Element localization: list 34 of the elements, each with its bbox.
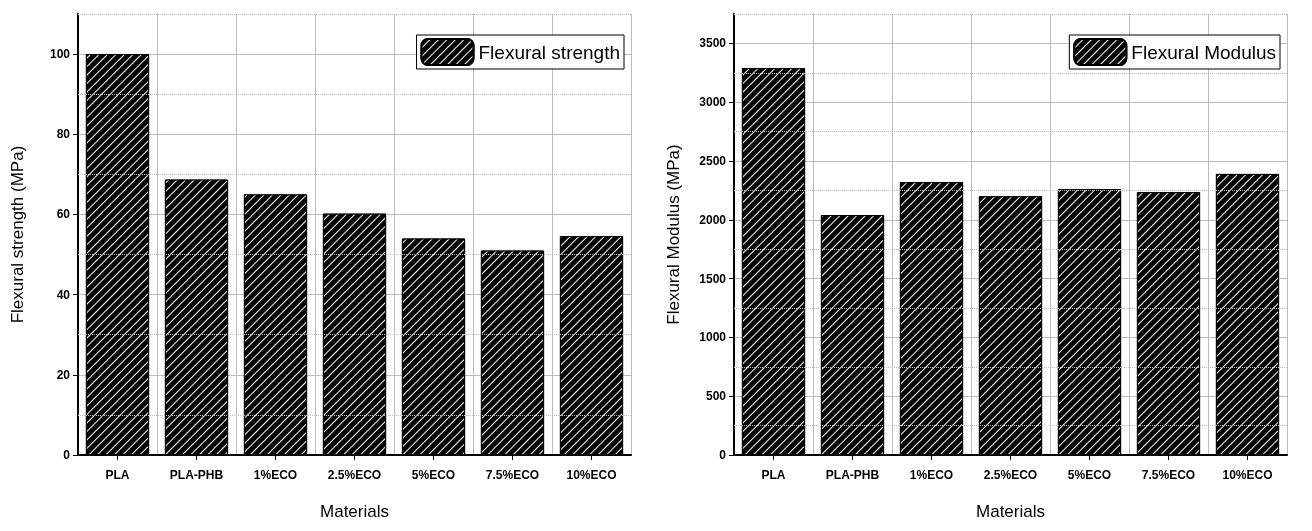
y-tick-label: 3000 xyxy=(699,95,727,110)
y-tick-label: 1500 xyxy=(699,271,727,286)
x-tick-label: 7.5%ECO xyxy=(485,468,540,482)
x-tick-label: PLA-PHB xyxy=(825,468,880,482)
y-tick-label: 500 xyxy=(705,389,727,404)
y-tick-label: 1000 xyxy=(699,330,727,345)
y-axis-title: Flexural Modulus (MPa) xyxy=(664,144,683,325)
y-tick-label: 80 xyxy=(56,127,71,142)
x-axis-title: Materials xyxy=(976,502,1045,521)
y-tick-label: 20 xyxy=(56,367,71,382)
y-tick-label: 3500 xyxy=(699,36,727,51)
x-tick-label: PLA-PHB xyxy=(169,468,224,482)
y-tick-label: 0 xyxy=(63,448,71,462)
x-tick-label: 5%ECO xyxy=(1067,468,1112,482)
legend-label: Flexural strength xyxy=(478,41,621,63)
x-tick-label: 10%ECO xyxy=(1222,468,1273,482)
y-tick-label: 2000 xyxy=(699,212,727,227)
y-tick-label: 60 xyxy=(56,207,71,222)
x-tick-label: 2.5%ECO xyxy=(327,468,382,482)
legend-label: Flexural Modulus xyxy=(1131,41,1276,63)
x-axis-title: Materials xyxy=(320,502,389,521)
x-tick-label: 5%ECO xyxy=(411,468,456,482)
x-tick-label: 1%ECO xyxy=(253,468,298,482)
y-tick-label: 0 xyxy=(719,448,727,462)
x-tick-label: PLA xyxy=(761,468,786,482)
x-tick-label: 10%ECO xyxy=(566,468,617,482)
x-tick-label: PLA xyxy=(105,468,130,482)
x-tick-label: 1%ECO xyxy=(909,468,954,482)
y-axis-title: Flexural strength (MPa) xyxy=(8,145,27,324)
x-tick-label: 7.5%ECO xyxy=(1141,468,1196,482)
x-tick-label: 2.5%ECO xyxy=(983,468,1038,482)
y-tick-label: 100 xyxy=(49,47,71,62)
y-tick-label: 40 xyxy=(56,287,71,302)
y-tick-label: 2500 xyxy=(699,154,727,168)
